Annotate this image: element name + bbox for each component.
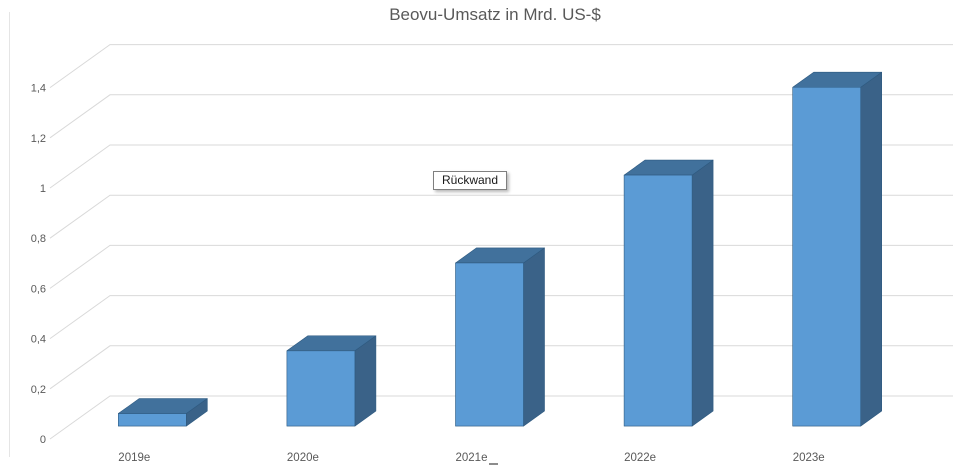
category-axis-label[interactable]: 2023e	[793, 452, 825, 464]
value-axis-tick-label[interactable]: 1,2	[31, 133, 46, 145]
bar-2020e[interactable]	[286, 335, 377, 427]
category-axis-label[interactable]: 2021e	[456, 452, 488, 464]
bar-front-face	[792, 86, 862, 427]
gridline	[49, 94, 953, 139]
chart-area-left-border	[9, 12, 10, 457]
bar-side-face	[354, 335, 377, 427]
gridline	[49, 144, 953, 189]
value-axis-tick-label[interactable]: 1,4	[31, 83, 46, 95]
cursor-artifact	[489, 463, 498, 465]
gridline	[49, 44, 953, 89]
bar-2019e[interactable]	[118, 398, 208, 427]
value-axis-tick-label[interactable]: 1	[40, 183, 46, 195]
bar-front-face	[455, 262, 524, 427]
value-axis-tick-label[interactable]: 0,4	[31, 334, 46, 346]
category-axis-label[interactable]: 2022e	[624, 452, 656, 464]
back-wall-tooltip: Rückwand	[433, 171, 508, 190]
value-axis-tick-label[interactable]: 0,2	[31, 384, 46, 396]
bar-front-face	[623, 174, 693, 427]
bar-side-face	[523, 247, 545, 427]
category-axis-label[interactable]: 2020e	[287, 452, 319, 464]
chart-title[interactable]: Beovu-Umsatz in Mrd. US-$	[389, 5, 601, 24]
value-axis-tick-label[interactable]: 0,8	[31, 233, 46, 245]
bar-front-face	[286, 350, 356, 427]
bar-2023e[interactable]	[792, 71, 883, 427]
bar-2022e[interactable]	[623, 159, 714, 427]
bar-front-face	[118, 413, 187, 427]
value-axis-tick-label[interactable]: 0,6	[31, 283, 46, 295]
bar-side-face	[691, 159, 714, 427]
bar-side-face	[860, 71, 883, 427]
bar-2021e[interactable]	[455, 247, 545, 427]
value-axis-tick-label[interactable]: 0	[40, 434, 46, 446]
category-axis-label[interactable]: 2019e	[118, 452, 150, 464]
